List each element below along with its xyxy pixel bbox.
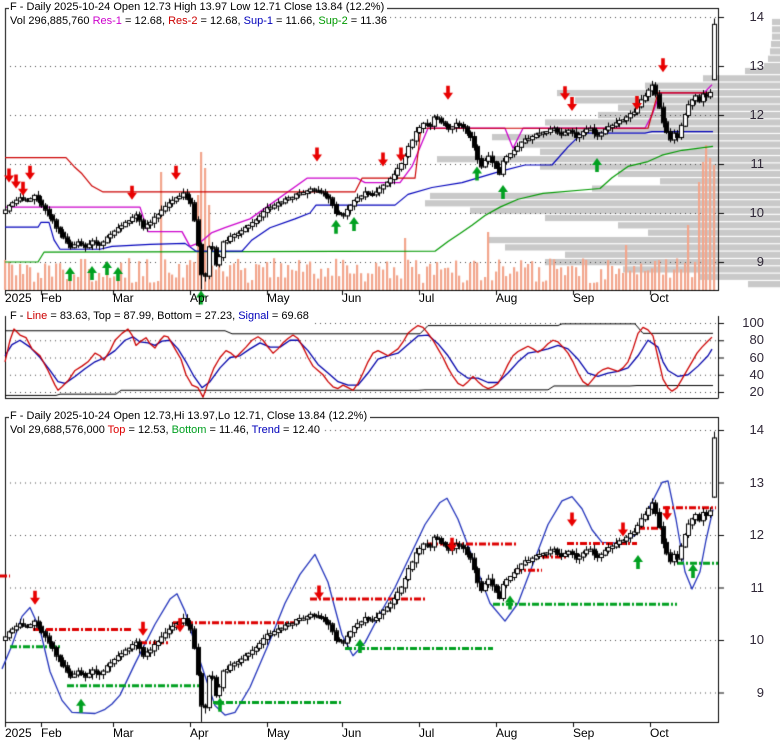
oscillator-panel-title: F - Line = 83.63, Top = 87.99, Bottom = … <box>9 310 312 325</box>
title-run: Signal <box>238 310 269 322</box>
title-run: Res-2 <box>168 15 198 27</box>
price-panel-title: F - Daily 2025-10-24 Open 12.73 High 13.… <box>9 1 388 14</box>
title-run: Trend <box>251 424 280 436</box>
y-axis-label: 9 <box>756 254 764 269</box>
y-axis-label: 11 <box>750 579 765 595</box>
x-axis-label: Feb <box>41 291 62 305</box>
x-axis-label: Sep <box>573 291 595 305</box>
title-run: = 12.40 <box>279 424 321 436</box>
title-run: Line <box>26 310 48 322</box>
y-axis-label: 100 <box>742 315 764 330</box>
x-axis-label: Jun <box>342 726 362 740</box>
lower-panel-subtitle: Vol 29,688,576,000 Top = 12.53, Bottom =… <box>9 424 324 437</box>
title-run: = 11.46, <box>206 424 252 436</box>
x-axis-label: Jul <box>419 726 435 740</box>
x-axis-label: Mar <box>113 291 134 305</box>
title-run: = 12.53, <box>125 424 172 436</box>
price-panel-subtitle: Vol 296,885,760 Res-1 = 12.68, Res-2 = 1… <box>9 15 390 28</box>
x-axis-label: 2025 <box>5 291 32 305</box>
title-run: Res-1 <box>92 15 122 27</box>
title-run: = 83.63, Top = 87.99, Bottom = 27.23, <box>47 310 239 322</box>
y-axis-label: 80 <box>749 332 764 348</box>
y-axis-label: 11 <box>750 156 765 171</box>
title-run: = 12.68, <box>197 15 244 27</box>
x-axis-label: May <box>267 291 290 305</box>
x-axis-label: Jun <box>342 291 362 305</box>
title-run: = 69.68 <box>268 310 309 322</box>
x-axis-label: Sep <box>573 726 595 740</box>
x-axis-label: Aug <box>496 726 518 740</box>
title-run: Bottom <box>171 424 207 436</box>
x-axis-label: Mar <box>113 726 134 740</box>
y-axis-label: 40 <box>749 366 764 382</box>
x-axis-label: 2025 <box>5 726 32 740</box>
y-axis-label: 12 <box>749 527 764 542</box>
y-axis-label: 12 <box>749 107 764 122</box>
y-axis-label: 13 <box>749 58 764 73</box>
y-axis-label: 60 <box>749 349 764 365</box>
x-axis-label: Aug <box>496 291 518 305</box>
y-axis-label: 10 <box>749 205 764 220</box>
x-axis-label: Oct <box>650 726 669 740</box>
x-axis-label: Oct <box>650 291 669 305</box>
y-axis-label: 14 <box>749 9 764 24</box>
lower-panel-title: F - Daily 2025-10-24 Open 12.73,Hi 13.97… <box>9 410 371 423</box>
x-axis-label: Feb <box>41 726 62 740</box>
y-axis-label: 20 <box>749 384 764 399</box>
title-run: Vol 29,688,576,000 <box>10 424 108 436</box>
title-run: = 12.68, <box>121 15 169 27</box>
title-run: = 11.66, <box>273 15 319 27</box>
y-axis-label: 10 <box>749 632 764 647</box>
y-axis-label: 9 <box>756 684 764 700</box>
title-run: Sup-1 <box>243 15 273 27</box>
x-axis-label: Apr <box>190 726 209 740</box>
x-axis-label: Jul <box>419 291 435 305</box>
y-axis-label: 13 <box>749 474 764 490</box>
y-axis-label: 14 <box>749 422 764 437</box>
title-run: Top <box>107 424 126 436</box>
title-run: F - <box>10 310 27 322</box>
title-run: Vol 296,885,760 <box>10 15 93 27</box>
title-run: = 11.36 <box>347 15 387 27</box>
title-run: Sup-2 <box>318 15 348 27</box>
x-axis-label: May <box>267 726 290 740</box>
x-axis-label: Apr <box>190 291 209 305</box>
